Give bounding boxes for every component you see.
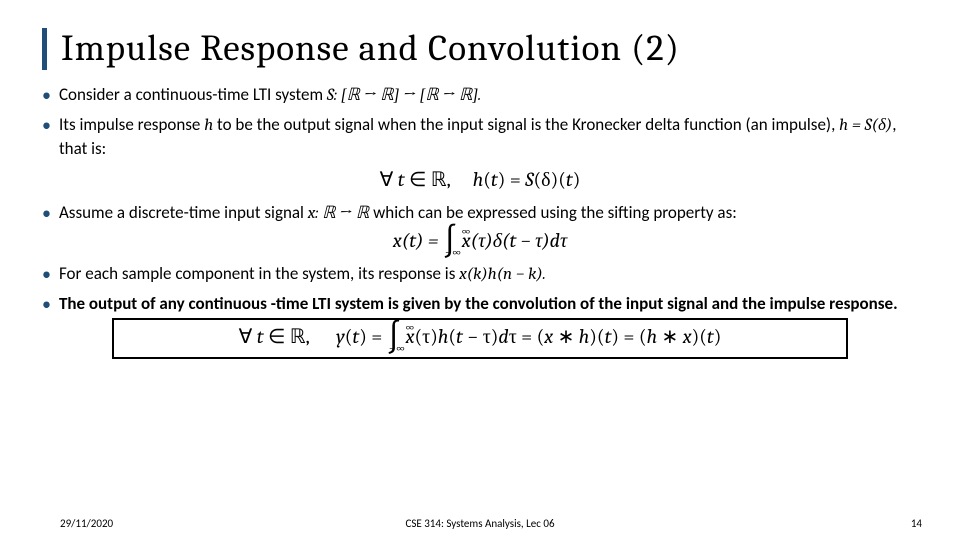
b3-math: x: ℝ → ℝ [308, 204, 369, 223]
equation-1: ∀ t ∈ ℝ, h(t) = S(δ)(t) [42, 167, 918, 192]
bullet-dot: • [42, 84, 51, 107]
b2-mid: to be the output signal when the input s… [213, 114, 839, 135]
bullet-4-text: For each sample component in the system,… [59, 263, 918, 287]
footer-page: 14 [911, 517, 922, 530]
integral-symbol-2: ∞ ∫ −∞ [387, 324, 401, 353]
bullet-5-text: The output of any continuous -time LTI s… [59, 293, 918, 316]
b3-post: which can be expressed using the sifting… [369, 202, 737, 223]
b2-math: h = S(δ) [839, 116, 892, 135]
bullet-dot: • [42, 114, 51, 137]
b1-math: S: [ℝ → ℝ] → [ℝ → ℝ]. [327, 86, 481, 105]
b3-pre: Assume a discrete-time input signal [59, 202, 308, 223]
eq2-rhs: x(τ)δ(t − τ)dτ [462, 229, 567, 252]
b1-pre: Consider a continuous-time LTI system [59, 84, 327, 105]
bullet-3: • Assume a discrete-time input signal x:… [42, 202, 918, 226]
equation-2: x(t) = ∞ ∫ −∞ x(τ)δ(t − τ)dτ [42, 228, 918, 257]
bullet-dot: • [42, 263, 51, 286]
bullet-1-text: Consider a continuous-time LTI system S:… [59, 84, 918, 108]
title-block: Impulse Response and Convolution (2) [42, 28, 918, 70]
b4-pre: For each sample component in the system,… [59, 263, 459, 284]
eq2-lhs: x(t) = [393, 229, 443, 252]
footer-date: 29/11/2020 [60, 517, 113, 530]
int2-lower: −∞ [389, 341, 406, 355]
b2-h: h [204, 116, 213, 135]
bullet-dot: • [42, 293, 51, 316]
bullet-dot: • [42, 202, 51, 225]
integral-symbol: ∞ ∫ −∞ [443, 228, 457, 257]
bullet-4: • For each sample component in the syste… [42, 263, 918, 287]
footer-center: CSE 314: Systems Analysis, Lec 06 [405, 517, 554, 530]
bullet-2: • Its impulse response h to be the outpu… [42, 114, 918, 161]
bullet-3-text: Assume a discrete-time input signal x: ℝ… [59, 202, 918, 226]
int2-upper: ∞ [405, 320, 415, 334]
int-upper: ∞ [461, 224, 471, 238]
b2-pre: Its impulse response [59, 114, 204, 135]
bullet-1: • Consider a continuous-time LTI system … [42, 84, 918, 108]
int-lower: −∞ [445, 245, 462, 259]
bullet-2-text: Its impulse response h to be the output … [59, 114, 918, 161]
b4-math: x(k)h(n − k). [459, 265, 546, 284]
footer: 29/11/2020 CSE 314: Systems Analysis, Le… [0, 517, 960, 530]
slide-title: Impulse Response and Convolution (2) [61, 28, 918, 70]
slide-root: Impulse Response and Convolution (2) • C… [0, 0, 960, 540]
equation-3-box: ∀ t ∈ ℝ, y(t) = ∞ ∫ −∞ x(τ)h(t − τ)dτ = … [112, 318, 848, 359]
bullet-5: • The output of any continuous -time LTI… [42, 293, 918, 316]
